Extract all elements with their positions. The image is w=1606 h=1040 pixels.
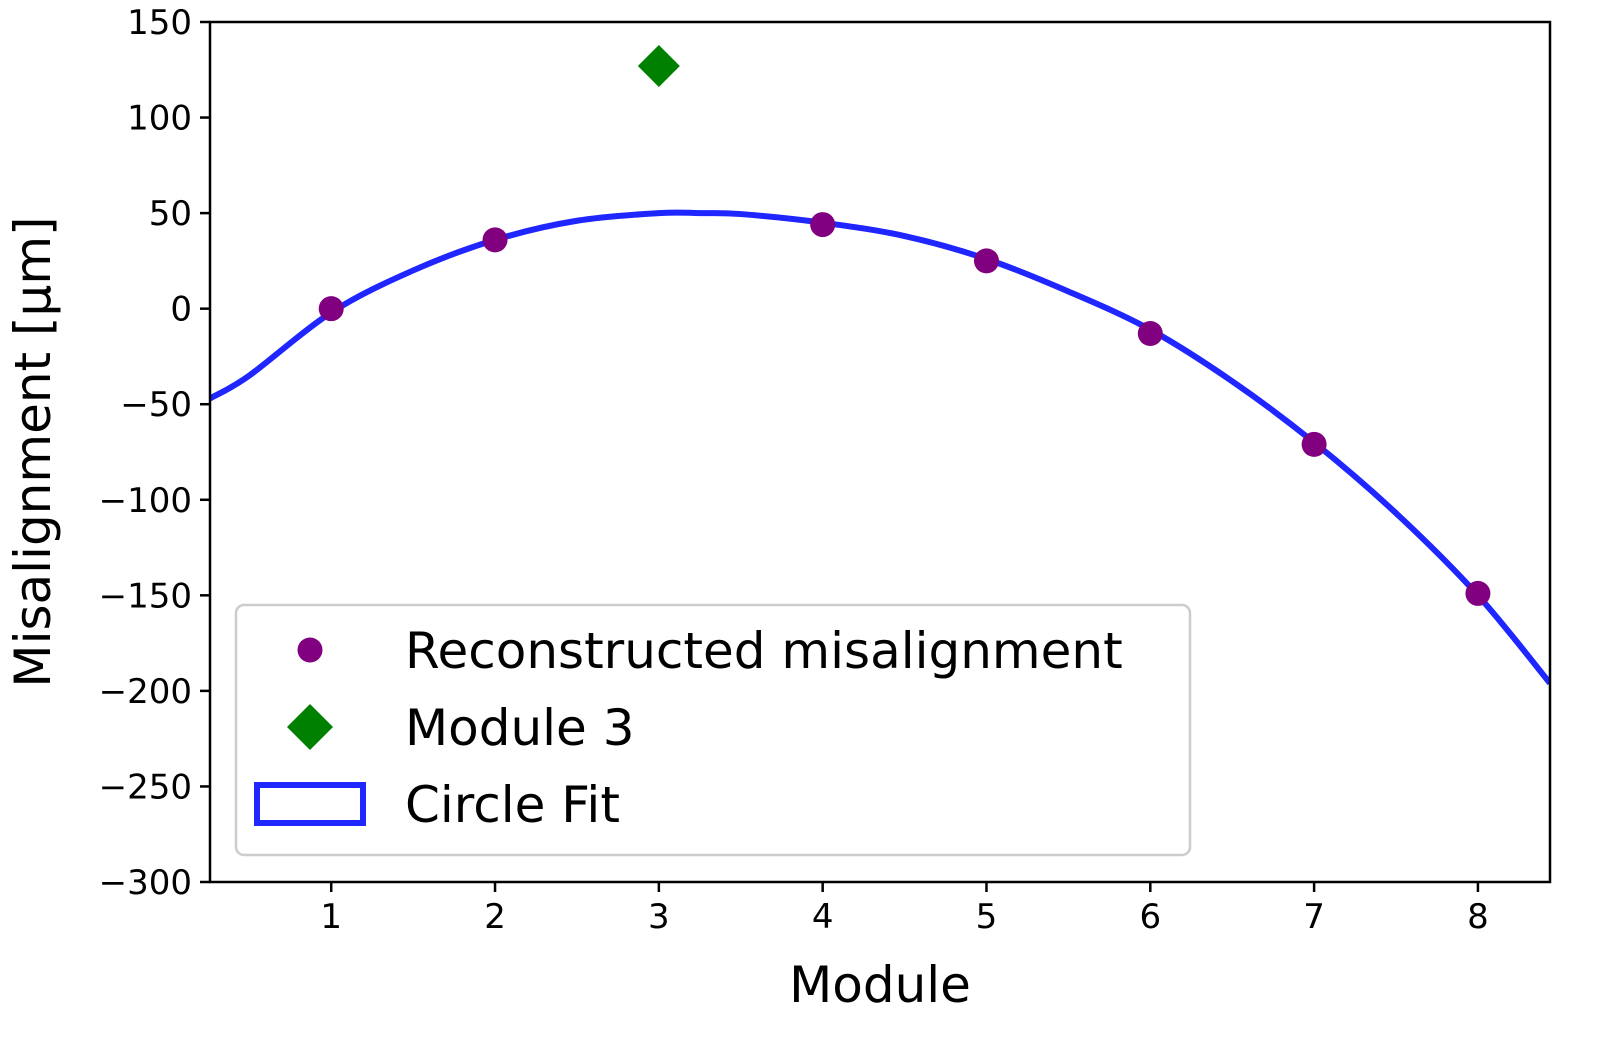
legend-label: Module 3 (405, 699, 635, 757)
y-tick-label: −250 (99, 767, 192, 807)
legend-label: Reconstructed misalignment (405, 622, 1123, 680)
x-tick-label: 7 (1303, 897, 1325, 937)
legend-diamond-marker (287, 704, 333, 750)
legend: Reconstructed misalignment Module 3 Circle… (234, 603, 1192, 857)
x-tick-label: 6 (1139, 897, 1161, 937)
reconstructed-misalignment-point (1465, 580, 1491, 606)
x-tick-label: 2 (484, 897, 506, 937)
reconstructed-misalignment-point (973, 248, 999, 274)
y-tick-label: −150 (99, 576, 192, 616)
x-tick-label: 3 (648, 897, 670, 937)
legend-circle-marker (297, 637, 323, 663)
y-tick-label: 50 (149, 194, 192, 234)
module-3-point (637, 44, 680, 87)
plot-marks (210, 44, 1550, 686)
y-axis-title: Misalignment [µm] (4, 216, 62, 687)
x-tick-label: 5 (976, 897, 998, 937)
x-tick-label: 4 (812, 897, 834, 937)
x-axis-title: Module (789, 956, 971, 1014)
reconstructed-misalignment-point (1301, 431, 1327, 457)
y-tick-label: −200 (99, 672, 192, 712)
reconstructed-misalignment-point (482, 227, 508, 253)
y-tick-label: −300 (99, 863, 192, 903)
y-tick-label: −50 (120, 385, 192, 425)
x-tick-label: 8 (1467, 897, 1489, 937)
circle-fit-line (210, 209, 1550, 686)
x-tick-label: 1 (320, 897, 342, 937)
reconstructed-misalignment-point (810, 212, 836, 238)
y-tick-label: 0 (170, 290, 192, 330)
legend-frame (234, 603, 1192, 857)
y-tick-label: 100 (127, 99, 192, 139)
reconstructed-misalignment-point (318, 296, 344, 322)
axis-ticks: 1 2 3 4 5 6 7 8 −300 −250 −200 −150 −100 −50 0 50 100 150 (99, 3, 1489, 937)
legend-fit-swatch (254, 782, 366, 826)
reconstructed-misalignment-point (1137, 321, 1163, 347)
y-tick-label: 150 (127, 3, 192, 43)
plot-frame (208, 20, 1552, 884)
plot-area (210, 44, 1550, 686)
y-tick-label: −100 (99, 481, 192, 521)
legend-label: Circle Fit (405, 776, 620, 834)
